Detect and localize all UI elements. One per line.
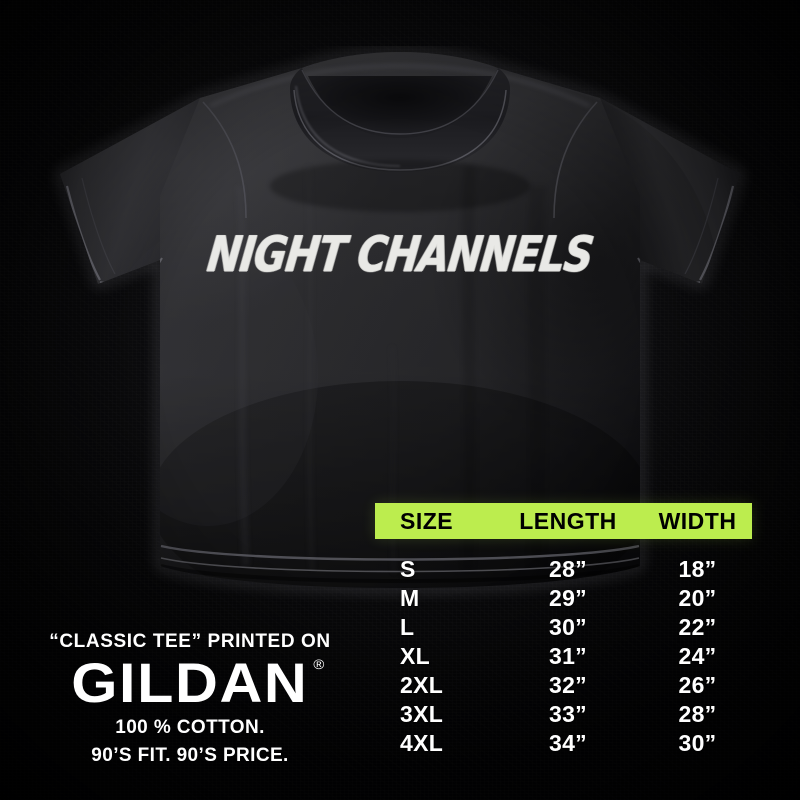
brand-subline-1: 100 % COTTON.	[115, 717, 265, 738]
table-row: 4XL 34” 30”	[375, 729, 752, 758]
cell-size: L	[400, 614, 415, 640]
cell-size: 2XL	[400, 672, 444, 698]
table-row: 3XL 33” 28”	[375, 700, 752, 729]
cell-width: 22”	[678, 614, 717, 640]
cell-length: 28”	[549, 556, 587, 582]
size-chart-header-row: SIZE LENGTH WIDTH	[375, 503, 752, 539]
gildan-wordmark: GILDAN ®	[71, 655, 324, 711]
table-row: XL 31” 24”	[375, 642, 752, 671]
cell-width: 20”	[678, 585, 717, 611]
brand-block: “CLASSIC TEE” PRINTED ON GILDAN ® 100 % …	[0, 632, 380, 767]
cell-length: 32”	[549, 672, 587, 698]
gildan-name: GILDAN	[71, 651, 309, 714]
cell-length: 29”	[549, 585, 587, 611]
cell-width: 26”	[678, 672, 717, 698]
table-row: S 28” 18”	[375, 555, 752, 584]
cell-width: 30”	[678, 730, 717, 756]
cell-length: 30”	[549, 614, 587, 640]
cell-size: 4XL	[400, 730, 444, 756]
cell-size: S	[400, 556, 416, 582]
cell-size: 3XL	[400, 701, 444, 727]
table-row: 2XL 32” 26”	[375, 671, 752, 700]
brand-kicker: “CLASSIC TEE” PRINTED ON	[49, 631, 331, 652]
table-row: L 30” 22”	[375, 613, 752, 642]
column-header-size: SIZE	[400, 507, 454, 534]
cell-length: 34”	[549, 730, 587, 756]
cell-width: 24”	[678, 643, 717, 669]
cell-size: XL	[400, 643, 430, 669]
size-chart-table: SIZE LENGTH WIDTH S 28” 18” M 29” 20” L …	[375, 503, 752, 758]
cell-size: M	[400, 585, 420, 611]
column-header-width: WIDTH	[658, 507, 737, 534]
brand-subline-2: 90’S FIT. 90’S PRICE.	[91, 745, 289, 767]
cell-length: 31”	[549, 643, 587, 669]
cell-width: 28”	[678, 701, 717, 727]
cell-width: 18”	[678, 556, 717, 582]
registered-trademark-icon: ®	[313, 656, 325, 672]
table-row: M 29” 20”	[375, 584, 752, 613]
column-header-length: LENGTH	[519, 507, 617, 534]
cell-length: 33”	[549, 701, 587, 727]
size-chart-body: S 28” 18” M 29” 20” L 30” 22” XL 31” 24”…	[375, 539, 752, 758]
